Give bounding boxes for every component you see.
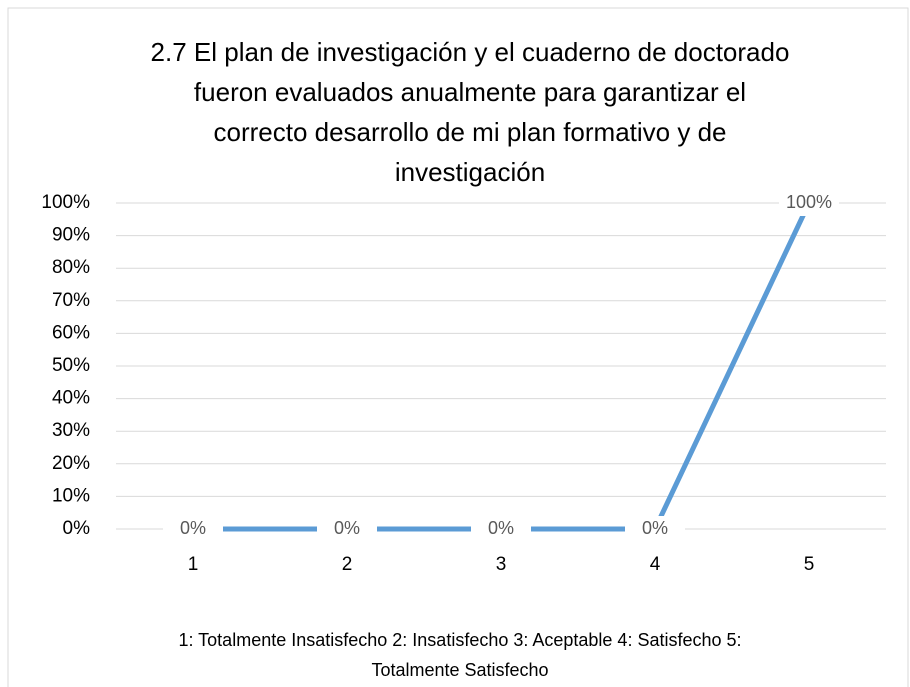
- y-tick-label: 80%: [52, 257, 90, 278]
- x-tick-label: 1: [188, 554, 199, 575]
- x-tick-label: 5: [804, 554, 815, 575]
- label-bg: [317, 516, 377, 542]
- y-tick-label: 10%: [52, 485, 90, 506]
- label-bg: [779, 190, 839, 216]
- y-tick-label: 40%: [52, 388, 90, 409]
- chart-title: 2.7 El plan de investigación y el cuader…: [150, 37, 790, 187]
- data-label: 0%: [642, 518, 668, 538]
- caption: 1: Totalmente Insatisfecho 2: Insatisfec…: [178, 630, 742, 680]
- label-bg: [163, 516, 223, 542]
- y-tick-label: 50%: [52, 355, 90, 376]
- y-tick-label: 0%: [63, 518, 91, 539]
- y-tick-label: 90%: [52, 225, 90, 246]
- data-label: 0%: [180, 518, 206, 538]
- x-tick-label: 3: [496, 554, 507, 575]
- data-label: 100%: [786, 192, 832, 212]
- label-bg: [625, 516, 685, 542]
- label-bg: [471, 516, 531, 542]
- y-tick-label: 100%: [41, 192, 90, 213]
- x-tick-label: 4: [650, 554, 661, 575]
- x-tick-label: 2: [342, 554, 353, 575]
- data-label: 0%: [334, 518, 360, 538]
- y-tick-label: 30%: [52, 420, 90, 441]
- data-label: 0%: [488, 518, 514, 538]
- chart-border: [7, 7, 909, 687]
- y-tick-label: 60%: [52, 322, 90, 343]
- y-tick-label: 20%: [52, 453, 90, 474]
- y-tick-label: 70%: [52, 290, 90, 311]
